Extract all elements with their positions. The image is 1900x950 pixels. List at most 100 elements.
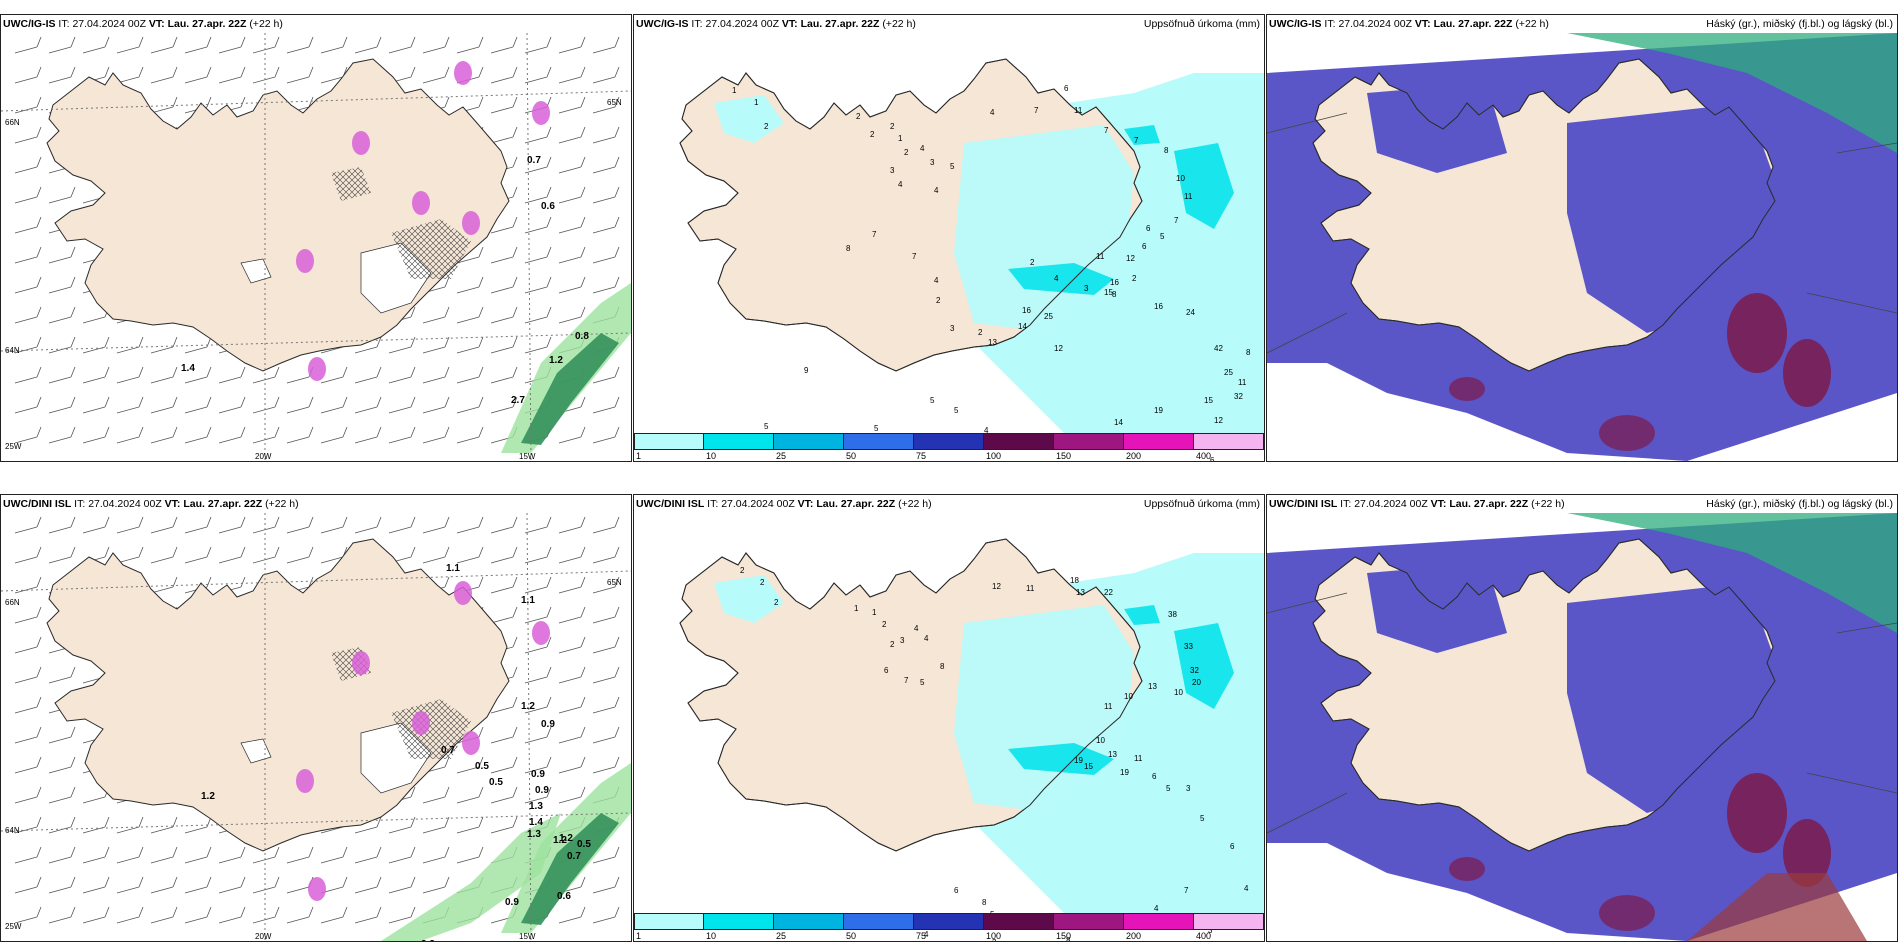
precip-amount-label: 6 bbox=[884, 666, 889, 675]
lat-label-25w: 25W bbox=[5, 442, 22, 451]
precip-amount-label: 13 bbox=[1076, 588, 1085, 597]
colorbar-swatch bbox=[704, 433, 774, 450]
precip-amount-label: 15 bbox=[1104, 288, 1113, 297]
wind-barb bbox=[490, 96, 518, 114]
wind-barb bbox=[490, 276, 518, 294]
wind-barb bbox=[354, 366, 382, 384]
precip-amount-label: 2 bbox=[1030, 258, 1035, 267]
precip-amount-label: 12 bbox=[992, 582, 1001, 591]
precip-amount-label: 7 bbox=[1104, 126, 1109, 135]
wind-barb bbox=[14, 546, 42, 564]
precip-amount-label: 4 bbox=[934, 276, 939, 285]
low-cloud-area bbox=[1367, 83, 1507, 173]
precip-amount-label: 0.6 bbox=[557, 891, 571, 902]
precip-amount-label: 7 bbox=[1174, 216, 1179, 225]
colorbar-tick-label: 1 bbox=[636, 931, 642, 941]
wind-barb bbox=[286, 906, 314, 924]
wind-barb bbox=[14, 126, 42, 144]
precip-amount-label: 0.5 bbox=[475, 761, 489, 772]
wind-barb bbox=[82, 516, 110, 534]
precip-amount-label: 25 bbox=[1224, 368, 1233, 377]
wind-barb bbox=[252, 396, 280, 414]
rain-band-core bbox=[521, 813, 619, 925]
precip-amount-label: 32 bbox=[1190, 666, 1199, 675]
precip-amount-label: 4 bbox=[1154, 904, 1159, 913]
wind-barb bbox=[524, 756, 552, 774]
mid-cloud-area bbox=[1687, 873, 1867, 941]
wind-barb bbox=[456, 516, 484, 534]
colorbar-tick-label: 100 bbox=[986, 931, 1002, 941]
wind-barb bbox=[490, 306, 518, 324]
wind-barb bbox=[388, 396, 416, 414]
colorbar-frame bbox=[634, 913, 1264, 930]
wind-barb bbox=[14, 246, 42, 264]
wind-barb bbox=[218, 66, 246, 84]
wind-barb bbox=[150, 816, 178, 834]
colorbar-swatch bbox=[984, 433, 1054, 450]
wind-barb bbox=[524, 636, 552, 654]
wind-barb bbox=[14, 606, 42, 624]
colorbar-swatch bbox=[1124, 433, 1194, 450]
wind-barb bbox=[14, 906, 42, 924]
precip-amount-label: 16 bbox=[1154, 302, 1163, 311]
wind-barb bbox=[116, 846, 144, 864]
lon-label-15w: 15W bbox=[519, 452, 536, 461]
precip-amount-label: 1.4 bbox=[529, 817, 543, 828]
wind-barb bbox=[82, 876, 110, 894]
wind-barb bbox=[320, 366, 348, 384]
precip-amount-label: 13 bbox=[1108, 750, 1117, 759]
precip-amount-label: 11 bbox=[1134, 754, 1143, 763]
wind-barb bbox=[48, 786, 76, 804]
precip-amount-label: 14 bbox=[1114, 418, 1123, 427]
precip-amount-label: 13 bbox=[988, 338, 997, 347]
panel-ptype-top: UWC/IG-IS IT: 27.04.2024 00Z VT: Lau. 27… bbox=[0, 14, 632, 462]
precip-amount-label: 6 bbox=[1230, 842, 1235, 851]
colorbar-swatch bbox=[914, 433, 984, 450]
mid-cloud-area bbox=[1449, 857, 1485, 881]
wind-barb bbox=[558, 906, 586, 924]
wind-barb bbox=[456, 846, 484, 864]
colorbar-swatch bbox=[914, 913, 984, 930]
precip-amount-label: 19 bbox=[1120, 768, 1129, 777]
wind-barb bbox=[116, 426, 144, 444]
wind-barb bbox=[592, 36, 620, 54]
precip-amount-label: 7 bbox=[1134, 136, 1139, 145]
wind-barb bbox=[422, 426, 450, 444]
precip-amount-label: 10 bbox=[1176, 174, 1185, 183]
wind-barb bbox=[354, 846, 382, 864]
wind-barb bbox=[490, 816, 518, 834]
graticule-line bbox=[1836, 142, 1897, 154]
wind-barb bbox=[252, 516, 280, 534]
wind-barb bbox=[524, 126, 552, 144]
wind-barb bbox=[14, 156, 42, 174]
precip-amount-label: 0.9 bbox=[505, 897, 519, 908]
wind-barb bbox=[592, 66, 620, 84]
precip-amount-label: 0.9 bbox=[535, 785, 549, 796]
wind-barb bbox=[456, 756, 484, 774]
wind-barb bbox=[48, 756, 76, 774]
colorbar-tick-label: 50 bbox=[846, 931, 857, 941]
wind-barb bbox=[524, 546, 552, 564]
wind-barb bbox=[422, 816, 450, 834]
snow-precip-area bbox=[352, 651, 370, 675]
snow-precip-area bbox=[412, 191, 430, 215]
snow-precip-area bbox=[462, 731, 480, 755]
wind-barb bbox=[252, 876, 280, 894]
graticule-line bbox=[1836, 622, 1897, 634]
wind-barb bbox=[354, 36, 382, 54]
wind-barb bbox=[422, 306, 450, 324]
precip-amount-label: 12 bbox=[1054, 344, 1063, 353]
wind-barb bbox=[490, 216, 518, 234]
wind-barb bbox=[48, 366, 76, 384]
wind-barb bbox=[592, 276, 620, 294]
precip-amount-label: 6 bbox=[1146, 224, 1151, 233]
wind-barb bbox=[490, 366, 518, 384]
precip-amount-label: 7 bbox=[1034, 106, 1039, 115]
wind-barb bbox=[218, 426, 246, 444]
wind-barb bbox=[14, 306, 42, 324]
panel-ptype-bottom: UWC/DINI ISL IT: 27.04.2024 00Z VT: Lau.… bbox=[0, 494, 632, 942]
precip-amount-label: 1 bbox=[872, 608, 877, 617]
wind-barb bbox=[320, 36, 348, 54]
wind-barb bbox=[116, 396, 144, 414]
wind-barb bbox=[422, 546, 450, 564]
